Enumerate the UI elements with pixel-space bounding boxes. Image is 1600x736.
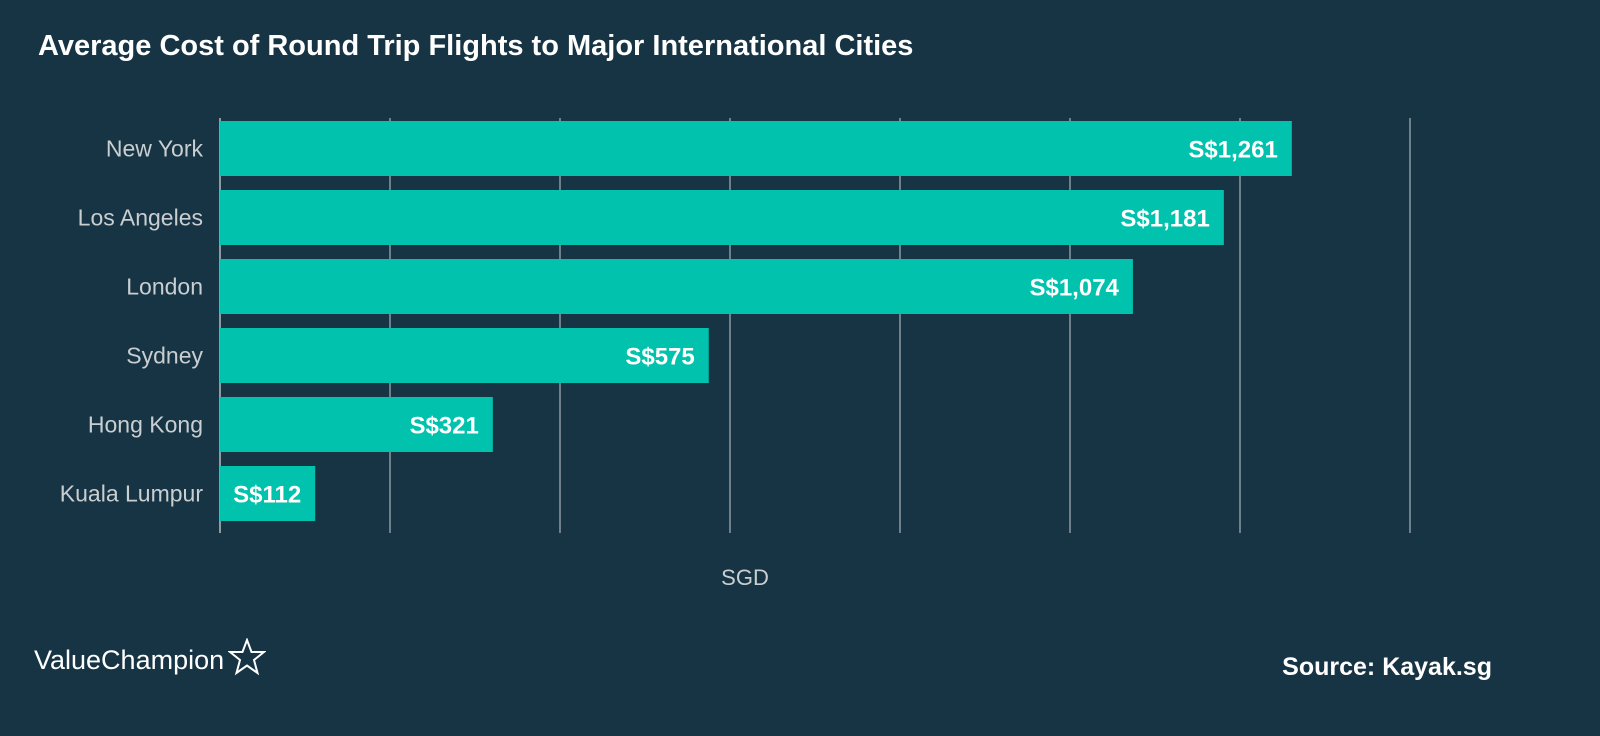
data-label: S$1,074: [1029, 275, 1119, 302]
data-label: S$1,181: [1120, 206, 1209, 233]
category-label: London: [126, 274, 203, 300]
bar: [220, 121, 1292, 176]
data-label: S$321: [409, 413, 478, 440]
x-axis-title: SGD: [721, 565, 769, 590]
gridlines: [219, 118, 1411, 533]
bar: [220, 466, 316, 521]
source-note: Source: Kayak.sg: [1282, 653, 1492, 681]
bar: [220, 397, 493, 452]
category-label: Kuala Lumpur: [60, 481, 204, 507]
brand-name: ValueChampion: [34, 645, 225, 675]
data-label: S$112: [233, 482, 301, 509]
category-labels: New York Los Angeles London Sydney Hong Kong…: [60, 136, 204, 507]
chart-title: Average Cost of Round Trip Flights to Ma…: [38, 30, 914, 62]
data-label: S$575: [625, 344, 694, 371]
brand-logo: ValueChampion: [34, 637, 267, 683]
bar: [220, 259, 1133, 314]
category-label: Hong Kong: [88, 412, 203, 438]
category-label: New York: [106, 136, 204, 162]
data-label: S$1,261: [1188, 137, 1277, 164]
category-label: Sydney: [126, 343, 203, 369]
category-label: Los Angeles: [78, 205, 203, 231]
bar: [220, 328, 709, 383]
star-outline-icon: [227, 637, 267, 683]
value-labels: S$1,261 S$1,181 S$1,074 S$575 S$321 S$112: [233, 137, 1278, 509]
bars: [220, 121, 1292, 521]
bar: [220, 190, 1224, 245]
